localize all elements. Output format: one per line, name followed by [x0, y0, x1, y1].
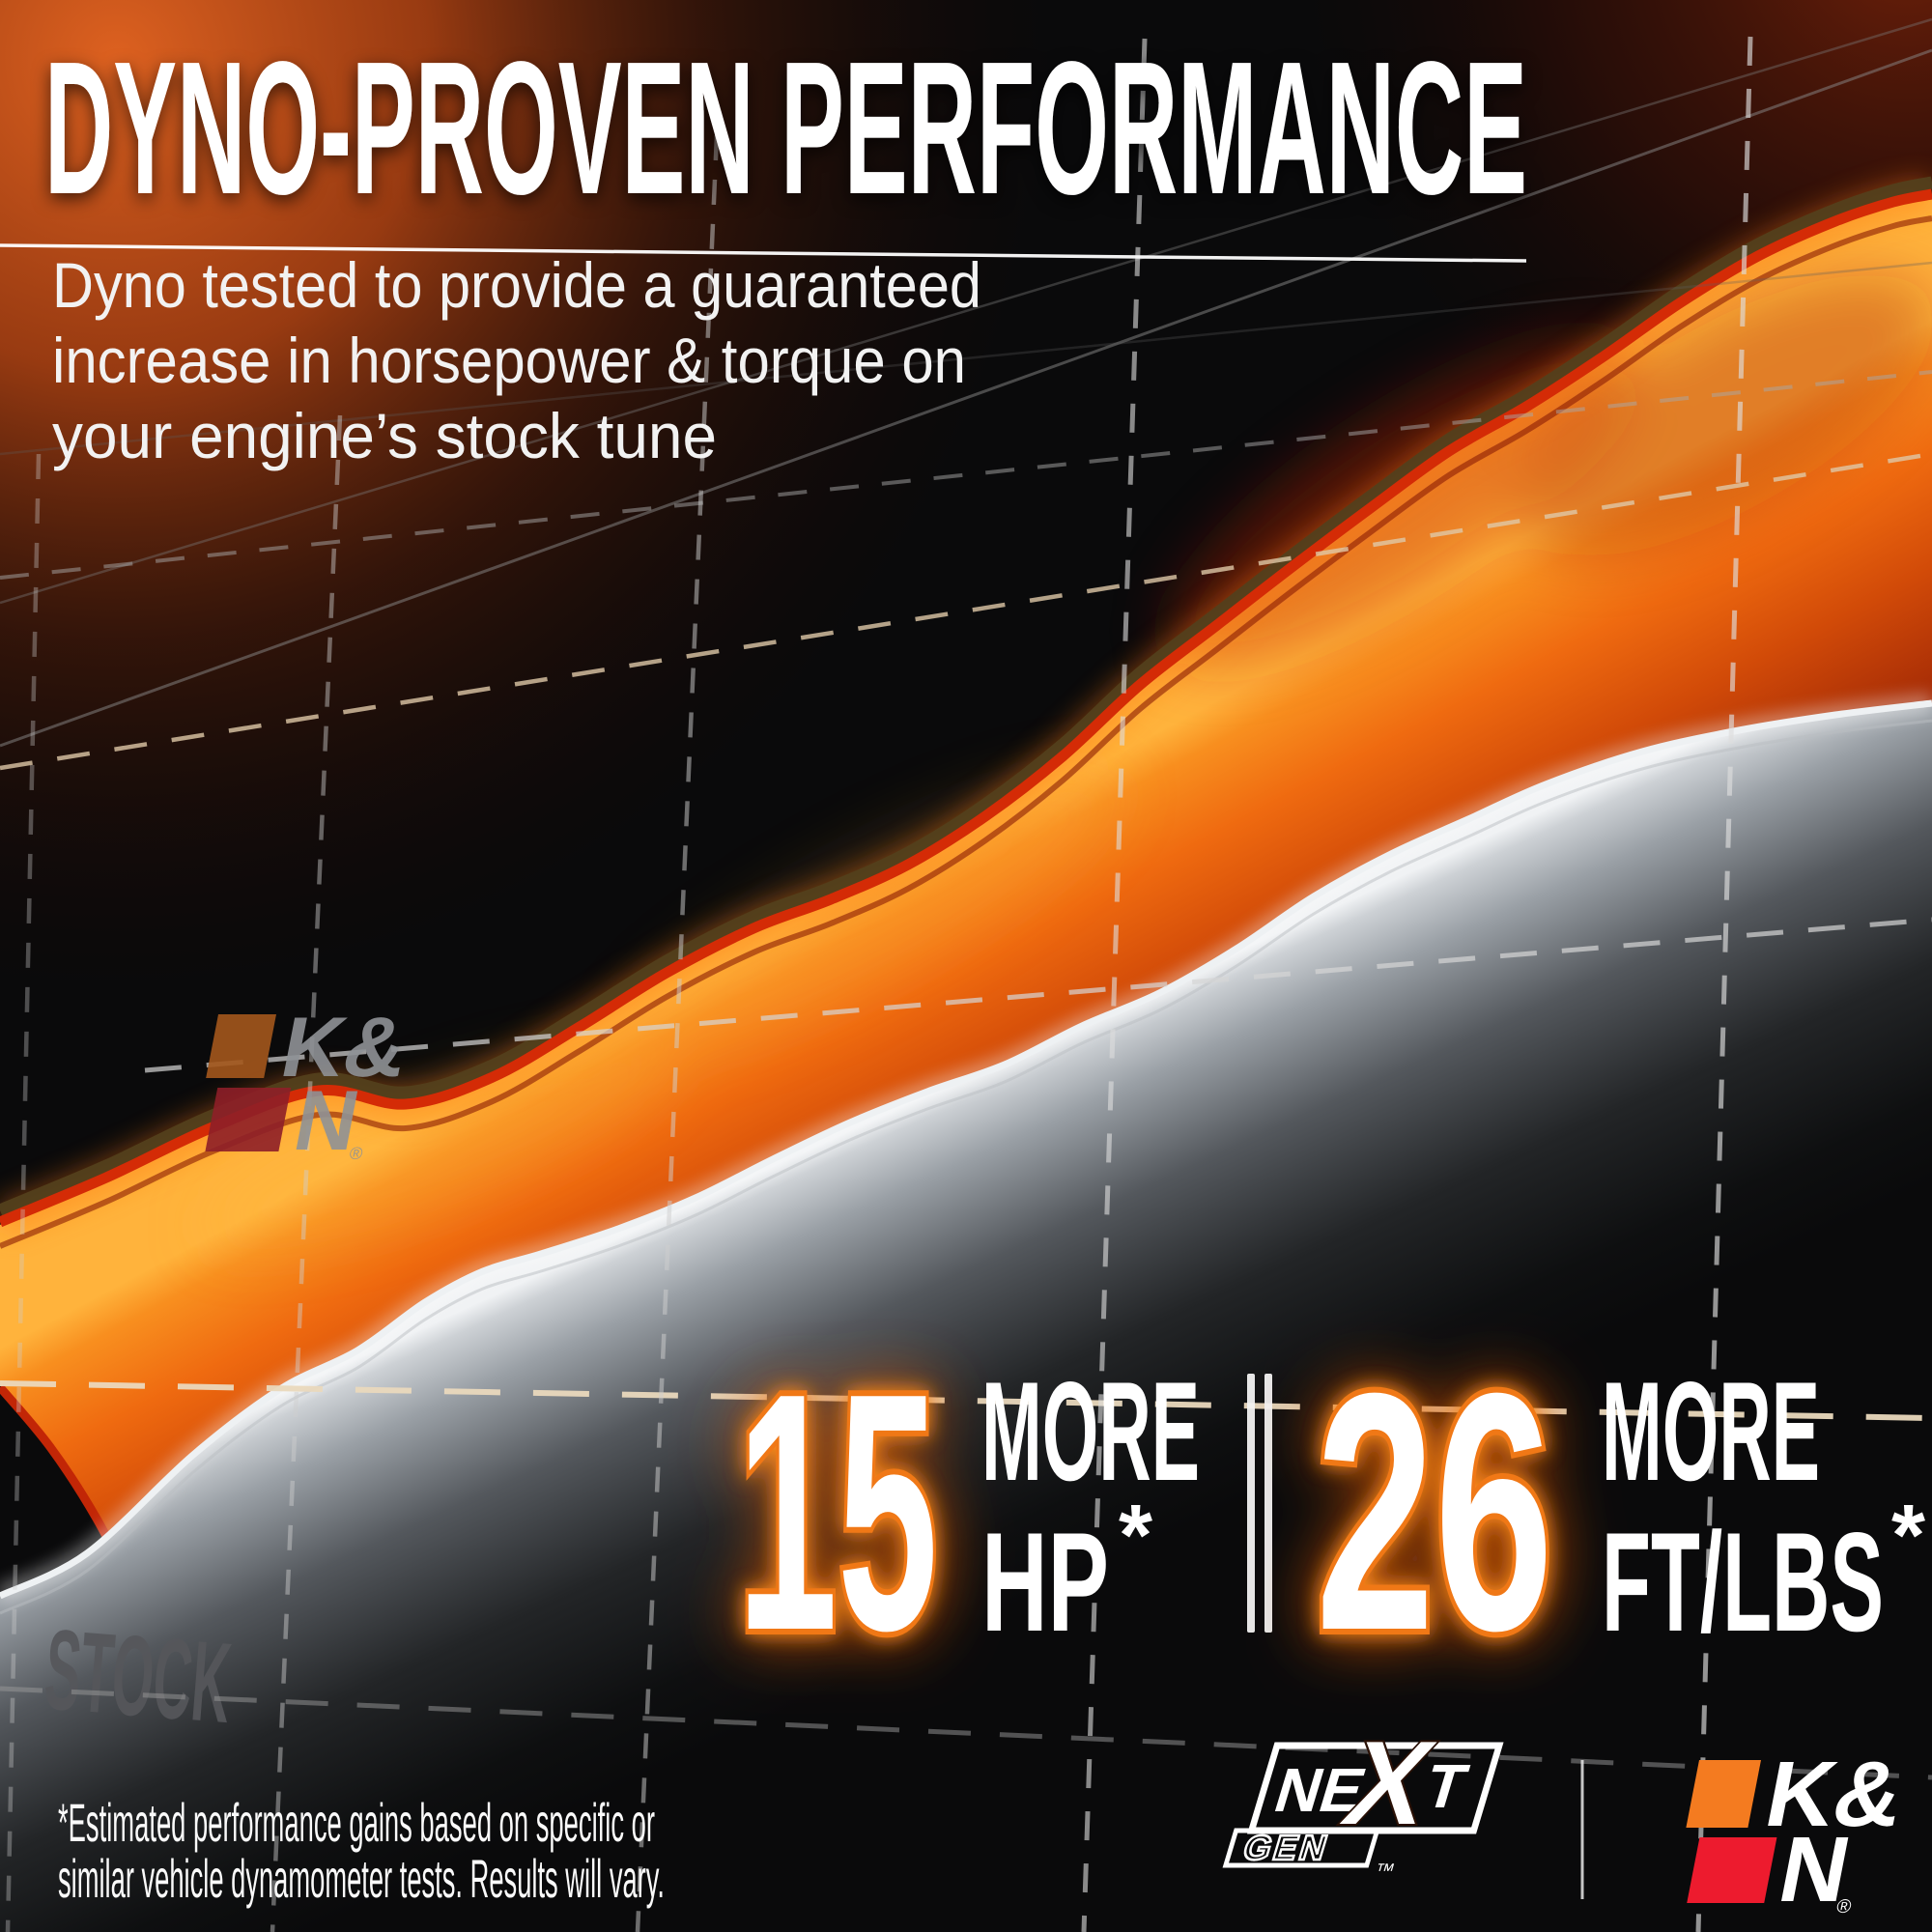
- grid-dashed-horizontal-line-3: [144, 917, 1932, 1073]
- stats-divider-bar-left: [1247, 1374, 1255, 1633]
- grid-solid-diagonal-line-3: [0, 261, 1932, 456]
- grid-dashed-vertical-line-4: [1081, 38, 1148, 1932]
- grid-dashed-horizontal-line-5: [0, 1686, 1932, 1780]
- grid-dashed-vertical-line-2: [270, 414, 343, 1932]
- hp-gain-value: 15: [737, 1323, 938, 1701]
- grid-dashed-vertical-line-3: [635, 134, 720, 1932]
- grid-dashed-vertical-line-1: [5, 453, 42, 1932]
- subtitle-line-3: your engine’s stock tune: [52, 400, 717, 471]
- hp-asterisk: *: [1119, 1488, 1152, 1584]
- footer: *Estimated performance gains based on sp…: [58, 1715, 1913, 1921]
- grid-dashed-horizontal-line-2: [0, 451, 1932, 771]
- torque-unit-label: FT/LBS: [1602, 1503, 1884, 1661]
- grid-dashed-horizontal-line-4: [0, 1380, 1932, 1421]
- torque-asterisk: *: [1891, 1488, 1925, 1584]
- subtitle-line-2: increase in horsepower & torque on: [52, 325, 966, 396]
- grid-solid-diagonal-line-2: [0, 17, 1932, 605]
- grid-horizontal-dashed-lines: [0, 370, 1932, 1780]
- kn-logo-kamp-letters: K&: [1758, 1742, 1913, 1846]
- nextgen-logo: NE X T GEN ™: [1222, 1715, 1504, 1882]
- kn-watermark-registered-mark: ®: [348, 1144, 365, 1163]
- nextgen-gen-letters: GEN: [1238, 1829, 1334, 1867]
- title-underline-rule: [0, 243, 1527, 263]
- performance-stats: 15 MORE HP * 26 MORE FT/LBS *: [731, 1318, 1925, 1707]
- grid-dashed-vertical-line-5: [1695, 36, 1753, 1932]
- kn-logo: K& N ®: [1686, 1742, 1913, 1921]
- grid-vertical-dashed-lines: [5, 36, 1753, 1932]
- stock-curve-band: [0, 693, 1932, 1932]
- stock-curve-edge-line: [0, 699, 1932, 1600]
- nextgen-gen-border: [1222, 1828, 1380, 1868]
- hp-unit-label: HP: [981, 1503, 1109, 1661]
- kn-curve-edge-red-line: [0, 188, 1932, 1228]
- kn-logo-orange-parallelogram: [1686, 1760, 1761, 1828]
- kn-watermark-red-parallelogram: [205, 1088, 292, 1151]
- stock-curve-edge-inner-line: [0, 719, 1932, 1615]
- nextgen-trademark: ™: [1372, 1860, 1398, 1881]
- disclaimer-line-2: similar vehicle dynamometer tests. Resul…: [58, 1848, 665, 1909]
- kn-logo-registered-mark: ®: [1834, 1896, 1853, 1918]
- torque-gain-value: 26: [1316, 1323, 1553, 1701]
- stock-curve-label: STOCK: [41, 1605, 236, 1747]
- stock-curve-area: [0, 703, 1932, 1932]
- stats-divider-bar-right: [1264, 1374, 1272, 1633]
- header: DYNO-PROVEN PERFORMANCE Dyno tested to p…: [0, 22, 1527, 471]
- subtitle-line-1: Dyno tested to provide a guaranteed: [52, 249, 981, 321]
- grid-dashed-horizontal-line-1: [0, 370, 1932, 580]
- kn-watermark-kamp-letters: K&: [274, 1000, 415, 1094]
- grid-solid-diagonal-line-1: [0, 48, 1932, 748]
- disclaimer-line-1: *Estimated performance gains based on sp…: [58, 1792, 655, 1853]
- kn-logo-red-parallelogram: [1687, 1837, 1777, 1903]
- hp-more-label: MORE: [981, 1352, 1200, 1510]
- grid-solid-lines: [0, 17, 1932, 748]
- kn-watermark-orange-parallelogram: [206, 1014, 276, 1078]
- kn-curve-edge-olive-line: [0, 176, 1932, 1216]
- kn-watermark-logo: K& N ®: [205, 1000, 415, 1168]
- kn-curve-edge-inner-line: [0, 215, 1932, 1249]
- nextgen-ne-letters: NE: [1266, 1755, 1373, 1824]
- page-title: DYNO-PROVEN PERFORMANCE: [44, 22, 1527, 234]
- torque-more-label: MORE: [1602, 1352, 1820, 1510]
